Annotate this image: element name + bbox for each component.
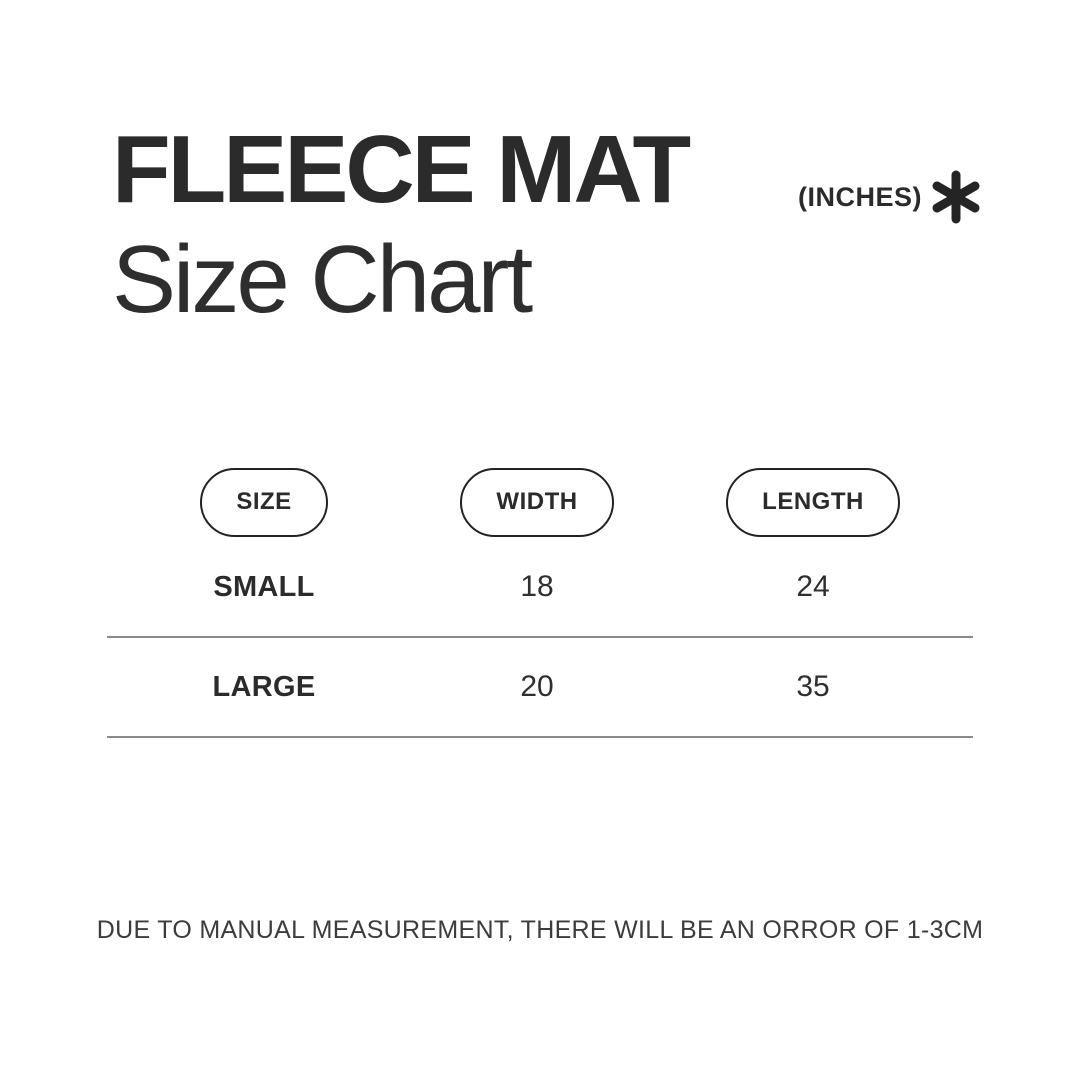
table-header-row: SIZE WIDTH LENGTH [107, 466, 973, 538]
asterisk-icon [932, 168, 980, 226]
page-subtitle: Size Chart [112, 226, 533, 333]
row-label-large: LARGE [212, 670, 316, 703]
small-width-value: 18 [520, 570, 554, 603]
large-width-value: 20 [520, 670, 554, 703]
header-cell-length: LENGTH [653, 467, 973, 537]
units-label: (INCHES) [798, 181, 922, 212]
header-cell-width: WIDTH [421, 467, 653, 537]
large-length-value: 35 [796, 670, 830, 703]
table-row-small: SMALL 18 24 [107, 538, 973, 638]
header: FLEECE MAT Size Chart [112, 116, 691, 333]
small-length-value: 24 [796, 570, 830, 603]
column-header-length: LENGTH [726, 467, 900, 537]
header-cell-size: SIZE [107, 467, 421, 537]
column-header-size: SIZE [200, 467, 328, 537]
units-annotation: (INCHES) [798, 168, 980, 226]
table-row-large: LARGE 20 35 [107, 638, 973, 738]
column-header-width: WIDTH [460, 467, 614, 537]
measurement-disclaimer: DUE TO MANUAL MEASUREMENT, THERE WILL BE… [96, 916, 984, 944]
size-chart-table: SIZE WIDTH LENGTH SMALL 18 24 LARGE 20 3… [107, 466, 973, 738]
page-title: FLEECE MAT [112, 116, 691, 223]
row-label-small: SMALL [213, 570, 315, 603]
